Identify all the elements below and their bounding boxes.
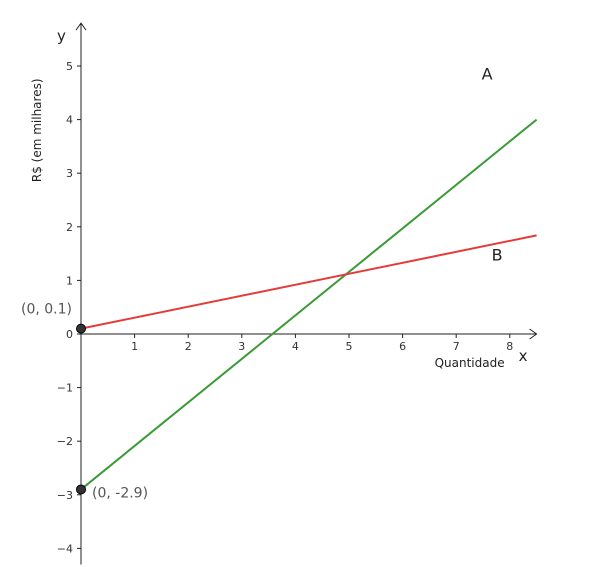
x-tick-label: 1 bbox=[131, 340, 138, 353]
x-tick-label: 2 bbox=[185, 340, 192, 353]
x-tick-label: 3 bbox=[238, 340, 245, 353]
x-axis-label: Quantidade bbox=[435, 356, 505, 370]
points: (0, 0.1) (0, -2.9) bbox=[21, 302, 148, 502]
x-axis-arrow-icon bbox=[529, 328, 538, 340]
point-marker bbox=[76, 484, 86, 495]
series-label-a: A bbox=[482, 65, 493, 84]
x-ticks: 1 2 3 4 5 6 7 8 bbox=[131, 334, 513, 353]
x-tick-label: 6 bbox=[399, 340, 406, 353]
y-axis-label: R$ (em milhares) bbox=[30, 78, 44, 182]
y-tick-label: 3 bbox=[66, 167, 73, 180]
y-tick-label: −3 bbox=[57, 489, 73, 502]
y-tick-label: 0 bbox=[66, 328, 73, 341]
x-tick-label: 4 bbox=[292, 340, 299, 353]
y-tick-label: −2 bbox=[57, 435, 73, 448]
series-line-b bbox=[80, 234, 537, 330]
x-tick-label: 5 bbox=[346, 340, 353, 353]
point-label: (0, 0.1) bbox=[21, 302, 72, 318]
y-ticks: 5 4 3 2 1 0 −1 −2 −3 −4 bbox=[57, 60, 81, 555]
point-marker bbox=[76, 323, 86, 334]
y-tick-label: 1 bbox=[66, 274, 73, 287]
x-tick-label: 8 bbox=[506, 340, 513, 353]
series-line-a bbox=[80, 118, 538, 491]
y-tick-label: −4 bbox=[57, 542, 73, 555]
series-lines: AB bbox=[80, 65, 538, 491]
y-tick-label: 2 bbox=[66, 221, 73, 234]
y-axis-name: y bbox=[57, 27, 66, 45]
point-label: (0, -2.9) bbox=[92, 485, 148, 501]
series-label-b: B bbox=[492, 245, 503, 264]
y-tick-label: 4 bbox=[66, 114, 73, 127]
y-axis-arrow-icon bbox=[75, 22, 87, 31]
y-tick-label: 5 bbox=[66, 60, 73, 73]
y-tick-label: −1 bbox=[57, 382, 73, 395]
x-axis-name: x bbox=[519, 347, 528, 365]
axes bbox=[75, 22, 538, 565]
x-tick-label: 7 bbox=[453, 340, 460, 353]
